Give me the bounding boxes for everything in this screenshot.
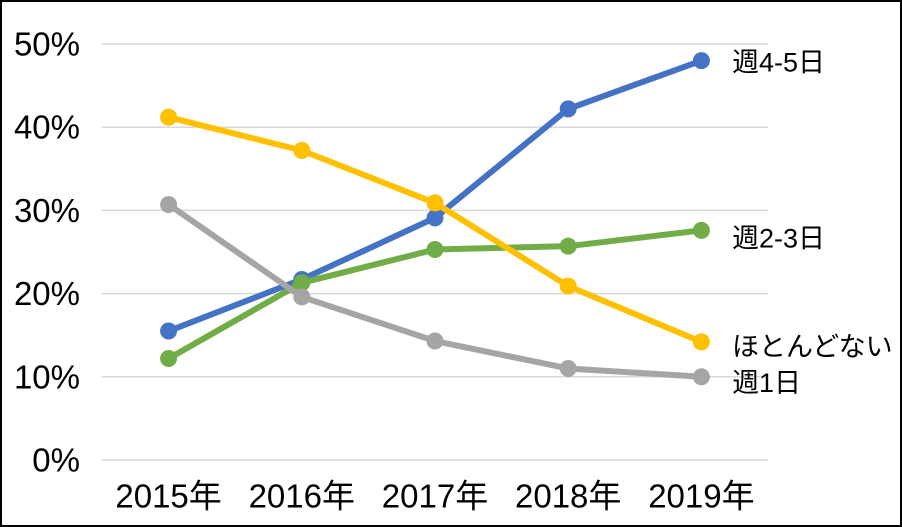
series-label: ほとんどない [732,332,893,362]
data-point-marker [692,221,710,239]
y-axis-tick-label: 10% [14,358,80,395]
data-point-marker [160,349,178,367]
data-point-marker [692,368,710,386]
data-point-marker [426,209,444,227]
y-axis-tick-label: 40% [14,109,80,146]
data-point-marker [426,332,444,350]
x-axis-tick-label: 2017年 [382,478,488,515]
data-point-marker [160,322,178,340]
series-label: 週4-5日 [732,48,825,78]
y-axis-tick-label: 20% [14,275,80,312]
data-point-marker [559,277,577,295]
data-point-marker [426,194,444,212]
x-axis-tick-label: 2016年 [249,478,355,515]
series-label: 週2-3日 [732,223,825,253]
data-point-marker [559,100,577,118]
data-point-marker [692,52,710,70]
data-point-marker [160,108,178,126]
data-point-marker [160,196,178,214]
series-label: 週1日 [732,368,801,398]
y-axis-tick-label: 30% [14,192,80,229]
data-point-marker [692,333,710,351]
x-axis-tick-label: 2019年 [648,478,754,515]
data-point-marker [293,141,311,159]
data-point-marker [293,274,311,292]
x-axis-tick-label: 2018年 [515,478,621,515]
x-axis-tick-label: 2015年 [115,478,221,515]
data-point-marker [559,237,577,255]
y-axis-tick-label: 50% [14,26,80,63]
data-point-marker [293,288,311,306]
data-point-marker [426,241,444,259]
data-point-marker [559,359,577,377]
y-axis-tick-label: 0% [32,442,80,479]
